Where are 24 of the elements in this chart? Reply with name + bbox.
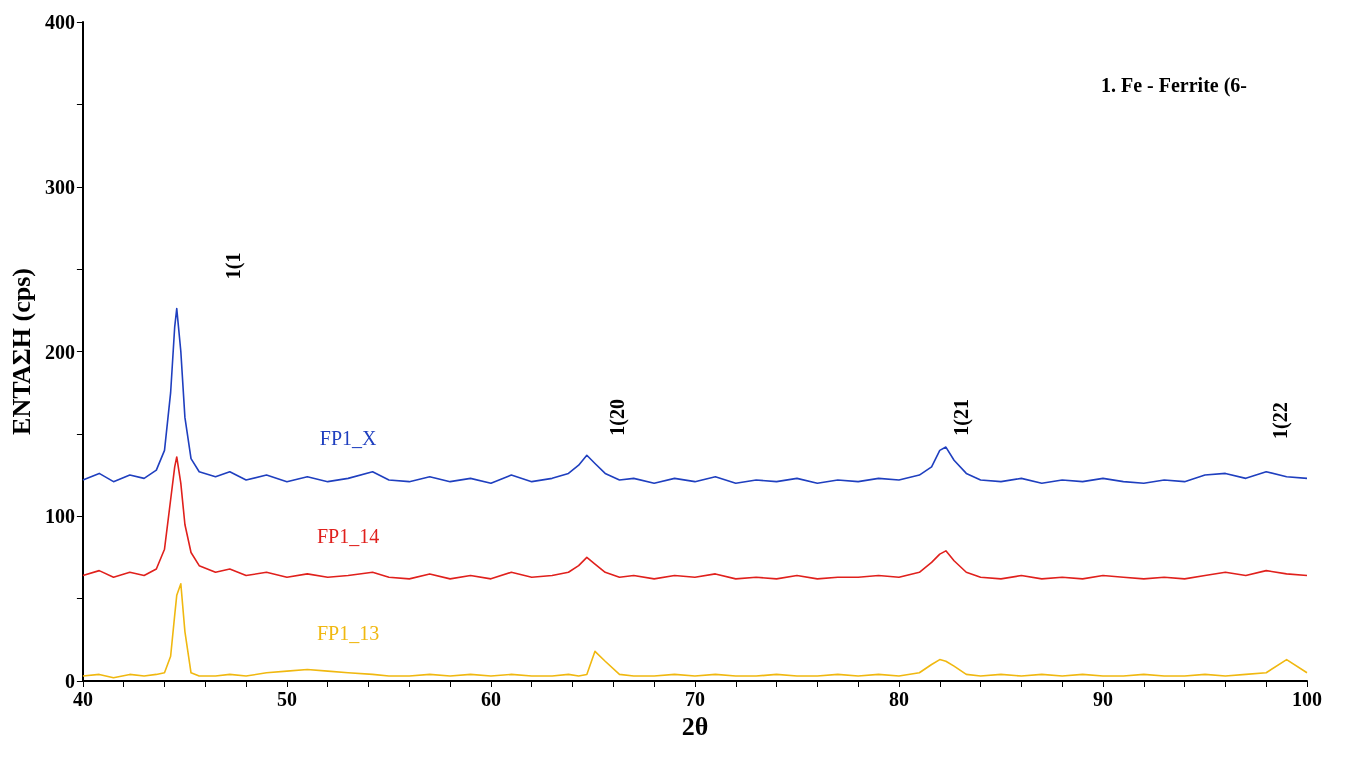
x-tick-label: 100 [1292, 688, 1322, 710]
y-axis-title: ΕΝΤΑΣΗ (cps) [6, 268, 36, 435]
y-tick-label: 200 [44, 340, 75, 363]
x-tick-label: 70 [684, 688, 705, 710]
x-tick-label: 50 [276, 688, 297, 710]
annotation: 1(22 [1269, 402, 1293, 440]
x-tick-label: 60 [480, 688, 501, 710]
y-tick-label: 100 [44, 505, 75, 528]
series-label: FP1_X [319, 427, 378, 450]
y-tick-label: 300 [44, 175, 75, 198]
annotation: 1(21 [949, 399, 973, 436]
series-label: FP1_14 [317, 524, 380, 547]
annotation: 1(20 [606, 399, 630, 436]
series-label: FP1_13 [317, 621, 380, 644]
y-tick-label: 400 [44, 11, 75, 33]
annotation: 1(1 [222, 252, 246, 280]
x-tick-label: 90 [1092, 688, 1113, 710]
x-tick-label: 80 [888, 688, 909, 710]
annotation: 1. Fe - Ferrite (6- [1100, 74, 1247, 97]
x-tick-label: 40 [72, 688, 93, 710]
x-axis-title: 2θ [681, 712, 709, 742]
line-series [82, 456, 1308, 580]
y-tick-label: 0 [64, 670, 75, 692]
line-series [82, 307, 1308, 485]
